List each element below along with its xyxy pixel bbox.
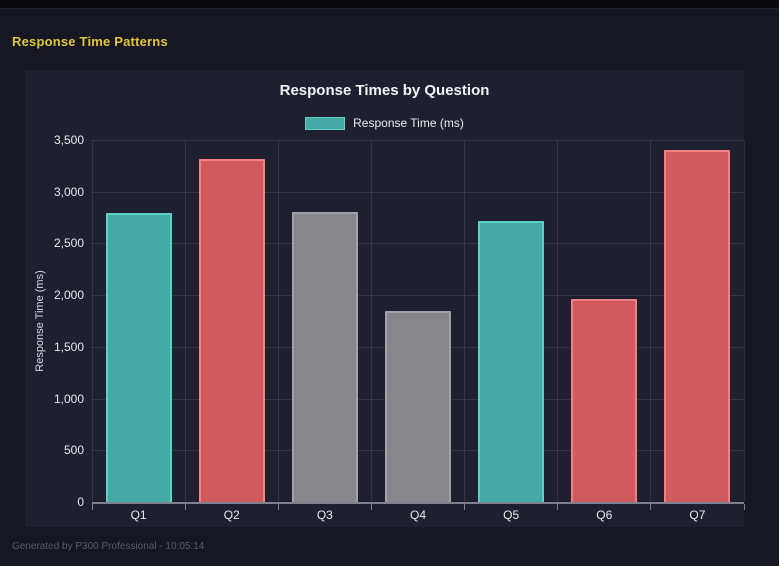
x-label-Q4: Q4	[409, 508, 426, 522]
chart-legend[interactable]: Response Time (ms)	[25, 116, 744, 130]
y-axis-tick-labels: 0 500 1,000 1,500 2,000 2,500 3,000 3,500	[25, 133, 84, 509]
legend-swatch	[305, 116, 346, 130]
window-top-strip	[0, 0, 779, 9]
gridline-vertical	[91, 140, 93, 502]
x-axis-tick	[743, 504, 745, 510]
gridline-horizontal	[92, 243, 744, 245]
plot-area	[91, 140, 745, 510]
gridline-horizontal	[92, 191, 744, 193]
bar-cell-Q4	[371, 140, 464, 502]
x-label-Q1: Q1	[130, 508, 147, 522]
x-axis-tick	[464, 504, 466, 510]
x-axis-tick	[650, 504, 652, 510]
y-tick-label: 500	[63, 443, 84, 458]
bar-Q1	[105, 213, 172, 502]
gridline-vertical	[650, 140, 652, 502]
bar-Q3	[291, 212, 358, 502]
x-label-Q3: Q3	[316, 508, 333, 522]
x-axis-tick	[184, 504, 186, 510]
bar-Q5	[478, 220, 545, 502]
chart-panel: Response Times by Question Response Time…	[25, 70, 745, 527]
y-tick-label: 2,000	[53, 288, 84, 303]
y-tick-label: 1,500	[53, 339, 84, 354]
bar-cell-Q6	[558, 140, 651, 502]
bar-Q4	[384, 311, 452, 502]
x-label-Q6: Q6	[596, 508, 613, 522]
y-tick-label: 0	[77, 495, 84, 509]
x-axis-tick	[557, 504, 559, 510]
gridline-vertical	[743, 140, 745, 502]
bar-Q7	[664, 150, 731, 502]
y-tick-label: 3,000	[53, 184, 84, 199]
bar-series	[92, 140, 744, 502]
footer-note: Generated by P300 Professional - 10:05:1…	[12, 541, 205, 552]
y-tick-label: 2,500	[53, 236, 84, 251]
gridline-vertical	[464, 140, 466, 502]
legend-label: Response Time (ms)	[353, 116, 464, 130]
bar-cell-Q3	[278, 140, 371, 502]
gridline-horizontal	[92, 295, 744, 297]
page-title: Response Time Patterns	[12, 34, 168, 49]
bar-Q2	[198, 158, 265, 502]
x-label-Q2: Q2	[223, 508, 240, 522]
x-axis-labels: Q1 Q2 Q3 Q4 Q5 Q6 Q7	[92, 508, 744, 522]
gridline-vertical	[184, 140, 186, 502]
x-label-Q7: Q7	[689, 508, 706, 522]
x-axis-tick	[370, 504, 372, 510]
gridline-horizontal	[92, 140, 744, 141]
y-tick-label: 3,500	[53, 133, 84, 147]
gridline-vertical	[370, 140, 372, 502]
bar-cell-Q2	[185, 140, 278, 502]
x-label-Q5: Q5	[503, 508, 520, 522]
bar-Q6	[571, 299, 638, 502]
chart-title: Response Times by Question	[279, 82, 490, 99]
x-axis-tick	[91, 504, 93, 510]
bar-cell-Q1	[92, 140, 185, 502]
bar-cell-Q7	[651, 140, 744, 502]
x-axis-tick	[277, 504, 279, 510]
gridline-vertical	[277, 140, 279, 502]
gridline-vertical	[557, 140, 559, 502]
bar-cell-Q5	[465, 140, 558, 502]
y-tick-label: 1,000	[53, 391, 84, 406]
